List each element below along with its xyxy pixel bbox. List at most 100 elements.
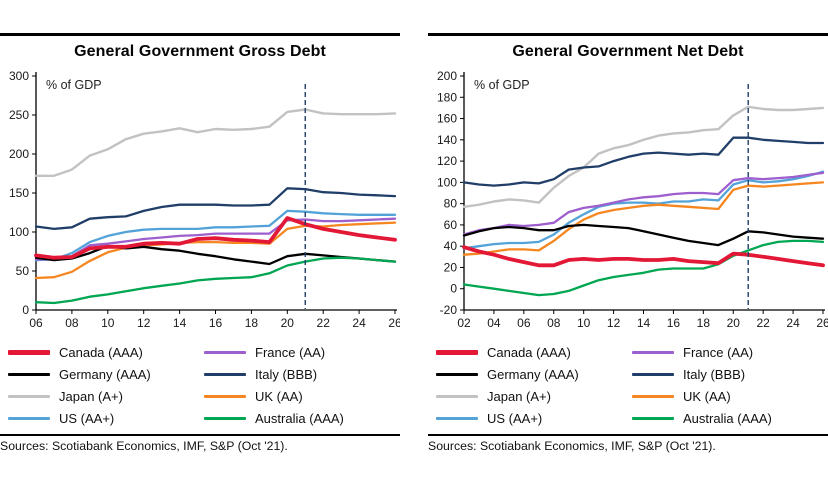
legend-label-canada: Canada (AAA) — [59, 344, 143, 360]
germany-series-line — [462, 223, 825, 247]
gross-debt-panel: General Government Gross Debt 0 50 100 150 2… — [0, 33, 400, 453]
x-axis-label: 26 — [388, 316, 400, 330]
uk-series-line — [462, 181, 825, 256]
x-axis-label: 18 — [697, 316, 711, 330]
y-axis-label: 120 — [437, 154, 457, 168]
legend-item-germany: Germany (AAA) — [436, 366, 632, 382]
legend-column: France (AA) Italy (BBB) UK (AA) Australia (… — [632, 344, 828, 426]
net-debt-title: General Government Net Debt — [512, 43, 744, 60]
legend-label-italy: Italy (BBB) — [255, 366, 318, 382]
y-axis-title: % of GDP — [46, 78, 102, 92]
y-axis-label: 20 — [444, 260, 458, 274]
legend-item-france: France (AA) — [204, 345, 400, 360]
legend-label-italy: Italy (BBB) — [683, 366, 746, 382]
net-debt-chart: -20 0 20 40 60 80 100 120 140 160 180 200 02 04 06 08 10… — [437, 69, 828, 330]
legend-item-us: US (AA+) — [436, 410, 632, 426]
legend-label-uk: UK (AA) — [683, 388, 731, 404]
x-axis-label: 10 — [577, 316, 591, 330]
legend-label-us: US (AA+) — [59, 410, 115, 426]
legend-label-australia: Australia (AAA) — [255, 410, 344, 426]
legend-label-japan: Japan (A+) — [487, 388, 551, 404]
canada-series-line — [462, 245, 825, 268]
germany-line-swatch — [436, 372, 478, 376]
legend-item-canada: Canada (AAA) — [436, 344, 632, 360]
y-axis-label: 40 — [444, 239, 458, 253]
us-series-line — [34, 209, 397, 262]
legend-item-australia: Australia (AAA) — [632, 410, 828, 426]
x-axis-label: 14 — [637, 316, 651, 330]
x-axis-label: 20 — [281, 316, 295, 330]
charts-row: General Government Gross Debt 0 50 100 150 2… — [0, 33, 828, 453]
x-axis-label: 10 — [101, 316, 115, 330]
germany-series-line — [34, 244, 397, 266]
y-axis-label: 60 — [444, 218, 458, 232]
x-axis-label: 14 — [173, 316, 187, 330]
us-line-swatch — [8, 416, 50, 420]
canada-line-swatch — [436, 349, 478, 355]
legend-label-canada: Canada (AAA) — [487, 344, 571, 360]
uk-line-swatch — [632, 394, 674, 398]
y-axis-label: 300 — [9, 69, 29, 83]
y-axis-label: 100 — [9, 225, 29, 239]
y-axis-label: 200 — [437, 69, 457, 83]
x-axis-label: 24 — [352, 316, 366, 330]
japan-line-swatch — [8, 394, 50, 398]
x-axis-label: 04 — [487, 316, 501, 330]
legend-item-japan: Japan (A+) — [8, 388, 204, 404]
y-axis-label: 0 — [450, 282, 457, 296]
canada-line-swatch — [8, 349, 50, 355]
y-axis-label: 250 — [9, 108, 29, 122]
legend-label-uk: UK (AA) — [255, 388, 303, 404]
italy-line-swatch — [632, 372, 674, 376]
x-axis-label: 22 — [756, 316, 770, 330]
australia-line-swatch — [204, 416, 246, 420]
y-axis-label: 80 — [444, 197, 458, 211]
legend-label-australia: Australia (AAA) — [683, 410, 772, 426]
legend-item-uk: UK (AA) — [204, 388, 400, 404]
gross-debt-title: General Government Gross Debt — [74, 43, 326, 60]
canada-series-line — [34, 216, 397, 260]
x-axis-label: 18 — [245, 316, 259, 330]
france-series-line — [34, 217, 397, 261]
x-axis-label: 16 — [209, 316, 223, 330]
australia-series-line — [34, 256, 397, 305]
us-series-line — [462, 170, 825, 250]
legend-item-italy: Italy (BBB) — [632, 366, 828, 382]
uk-line-swatch — [204, 394, 246, 398]
y-axis-label: 50 — [16, 264, 30, 278]
legend-label-germany: Germany (AAA) — [487, 366, 579, 382]
legend-item-us: US (AA+) — [8, 410, 204, 426]
y-axis-label: 150 — [9, 186, 29, 200]
y-axis-label: 200 — [9, 147, 29, 161]
x-axis-label: 08 — [547, 316, 561, 330]
france-line-swatch — [204, 350, 246, 354]
gross-debt-chart: 0 50 100 150 200 250 300 06 08 10 12 14 16 18 20 22 24 26… — [9, 69, 400, 330]
us-line-swatch — [436, 416, 478, 420]
france-line-swatch — [632, 350, 674, 354]
y-axis-label: 100 — [437, 175, 457, 189]
x-axis-label: 08 — [65, 316, 79, 330]
legend-column: Canada (AAA) Germany (AAA) Japan (A+) US (A… — [436, 344, 632, 426]
legend-label-france: France (AA) — [683, 344, 754, 360]
legend-item-japan: Japan (A+) — [436, 388, 632, 404]
japan-series-line — [34, 108, 397, 178]
legend-item-uk: UK (AA) — [632, 388, 828, 404]
australia-series-line — [462, 239, 825, 297]
legend-label-us: US (AA+) — [487, 410, 543, 426]
net-debt-panel: General Government Net Debt -20 0 20 40 60 80… — [428, 33, 828, 453]
x-axis-label: 12 — [137, 316, 151, 330]
legend-column: France (AA) Italy (BBB) UK (AA) Australia (… — [204, 345, 400, 426]
sources-note: Sources: Scotiabank Economics, IMF, S&P … — [0, 434, 400, 453]
sources-note: Sources: Scotiabank Economics, IMF, S&P … — [428, 434, 828, 453]
legend-label-germany: Germany (AAA) — [59, 366, 151, 382]
france-series-line — [462, 171, 825, 236]
x-axis-label: 12 — [607, 316, 621, 330]
y-axis-label: 180 — [437, 90, 457, 104]
y-axis-label: 140 — [437, 133, 457, 147]
y-axis-label: 0 — [22, 303, 29, 317]
y-axis-label: 160 — [437, 112, 457, 126]
japan-line-swatch — [436, 394, 478, 398]
uk-series-line — [34, 221, 397, 280]
legend-label-japan: Japan (A+) — [59, 388, 123, 404]
